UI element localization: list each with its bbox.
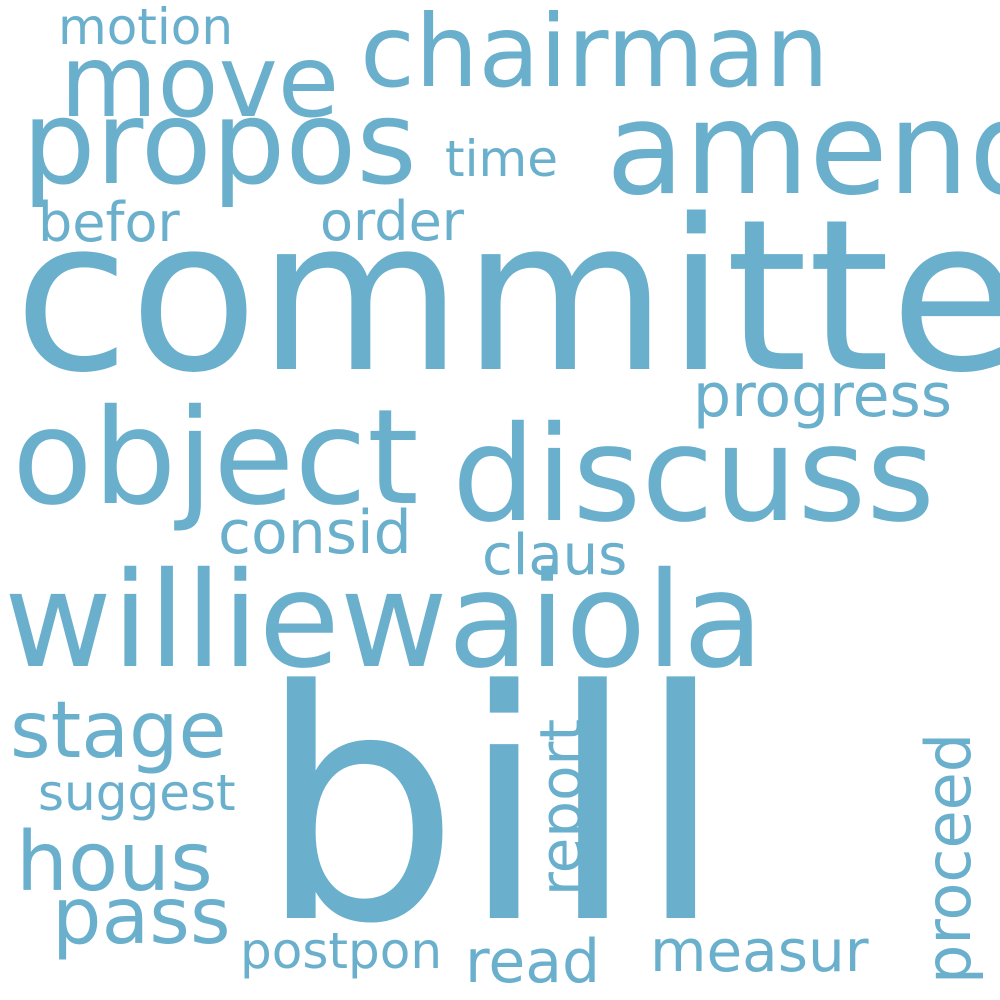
word-hous: hous — [16, 815, 213, 910]
word-suggest: suggest — [38, 764, 236, 822]
word-order: order — [320, 190, 464, 253]
word-move: move — [60, 23, 340, 140]
word-claus: claus — [482, 523, 628, 588]
word-stage: stage — [10, 686, 227, 776]
word-proceed: proceed — [912, 732, 985, 984]
word-time: time — [445, 130, 558, 188]
word-discuss: discuss — [452, 398, 936, 552]
word-propos: propos — [22, 76, 417, 211]
word-motion: motion — [58, 0, 234, 56]
word-bill: bill — [258, 623, 725, 993]
word-committe: committe — [14, 174, 1000, 419]
word-measur: measur — [650, 917, 869, 985]
word-progress: progress — [693, 361, 953, 431]
word-befor: befor — [38, 191, 180, 254]
word-pass: pass — [52, 872, 231, 962]
word-williewaiola: williewaiola — [4, 544, 764, 698]
word-amend: amend — [606, 75, 1000, 224]
word-read: read — [465, 927, 601, 997]
word-object: object — [12, 381, 419, 535]
word-report: report — [527, 718, 595, 896]
word-chairman: chairman — [360, 0, 829, 110]
word-consid: consid — [218, 498, 412, 568]
word-postpon: postpon — [240, 922, 443, 980]
